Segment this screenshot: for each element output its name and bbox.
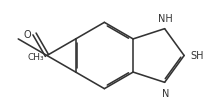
Text: SH: SH: [190, 50, 204, 60]
Text: NH: NH: [158, 13, 173, 23]
Text: O: O: [24, 30, 31, 40]
Text: N: N: [162, 89, 169, 99]
Text: CH₃: CH₃: [28, 52, 44, 61]
